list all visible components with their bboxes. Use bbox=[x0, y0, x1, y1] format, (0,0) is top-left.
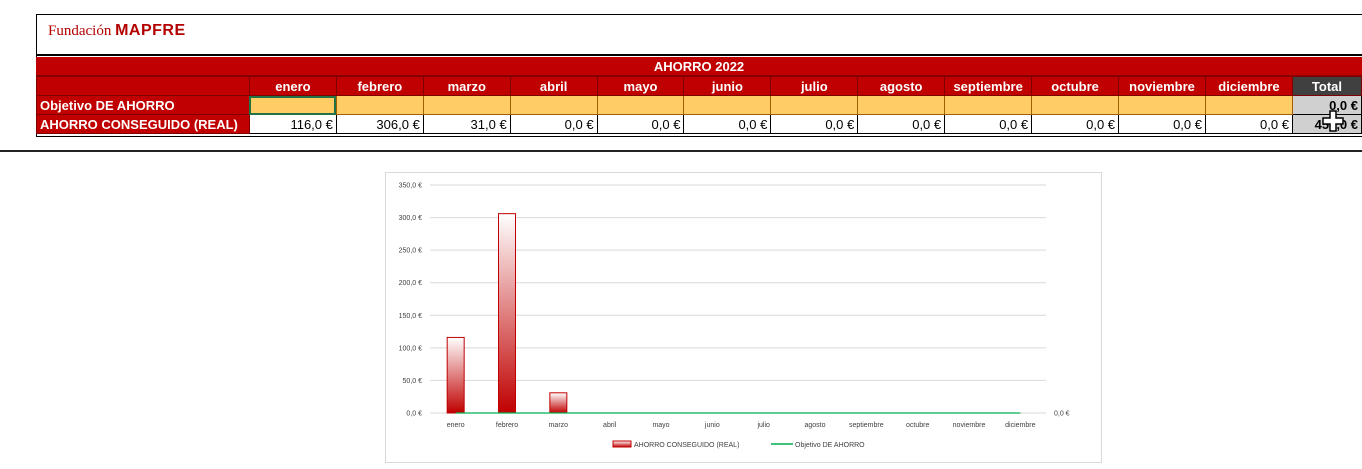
y-tick-label: 50,0 € bbox=[403, 378, 423, 385]
month-header[interactable]: enero bbox=[248, 76, 337, 96]
objective-cell[interactable] bbox=[944, 95, 1033, 115]
row-label[interactable]: AHORRO CONSEGUIDO (REAL) bbox=[36, 114, 250, 134]
objective-cell[interactable] bbox=[770, 95, 859, 115]
legend-bar-swatch bbox=[612, 440, 632, 448]
objective-cell[interactable] bbox=[509, 95, 598, 115]
table-title[interactable]: AHORRO 2022 bbox=[36, 57, 1362, 76]
month-header[interactable]: septiembre bbox=[944, 76, 1033, 96]
cell-select-cursor-icon bbox=[1322, 110, 1344, 132]
header-row: enero febrero marzo abril mayo junio jul… bbox=[36, 76, 1362, 96]
x-tick-label: mayo bbox=[652, 422, 669, 429]
header-corner-cell[interactable] bbox=[36, 76, 250, 96]
legend-label: AHORRO CONSEGUIDO (REAL) bbox=[634, 442, 739, 449]
table-row: AHORRO CONSEGUIDO (REAL) 116,0 € 306,0 €… bbox=[36, 114, 1362, 134]
objective-cell[interactable] bbox=[1204, 95, 1293, 115]
real-cell[interactable]: 0,0 € bbox=[1204, 114, 1293, 134]
y-tick-label: 300,0 € bbox=[399, 215, 422, 222]
y-tick-label: 0,0 € bbox=[406, 411, 422, 418]
real-cell[interactable]: 116,0 € bbox=[248, 114, 337, 134]
real-cell[interactable]: 31,0 € bbox=[422, 114, 511, 134]
objective-total-cell[interactable]: 0,0 € bbox=[1291, 95, 1362, 115]
objective-cell[interactable] bbox=[335, 95, 424, 115]
x-tick-label: junio bbox=[704, 422, 720, 429]
logo-brand: MAPFRE bbox=[115, 22, 186, 39]
row-label[interactable]: Objetivo DE AHORRO bbox=[36, 95, 250, 115]
month-header[interactable]: octubre bbox=[1031, 76, 1120, 96]
objective-cell-selected[interactable] bbox=[248, 95, 337, 115]
objective-cell[interactable] bbox=[596, 95, 685, 115]
month-header[interactable]: agosto bbox=[857, 76, 946, 96]
x-tick-label: marzo bbox=[549, 422, 569, 429]
month-header[interactable]: noviembre bbox=[1118, 76, 1206, 96]
logo: Fundación MAPFRE bbox=[48, 22, 186, 40]
x-tick-label: noviembre bbox=[953, 422, 986, 429]
x-tick-label: febrero bbox=[496, 422, 518, 429]
month-header[interactable]: junio bbox=[683, 76, 772, 96]
y-tick-label: 150,0 € bbox=[399, 313, 422, 320]
x-tick-label: abril bbox=[603, 422, 617, 429]
logo-divider bbox=[36, 54, 1362, 56]
logo-prefix: Fundación bbox=[48, 23, 116, 39]
month-header[interactable]: abril bbox=[509, 76, 598, 96]
objective-cell[interactable] bbox=[683, 95, 772, 115]
y-tick-label: 350,0 € bbox=[399, 183, 422, 190]
x-tick-label: septiembre bbox=[849, 422, 884, 429]
real-cell[interactable]: 306,0 € bbox=[335, 114, 424, 134]
legend-label: Objetivo DE AHORRO bbox=[795, 442, 865, 449]
month-header[interactable]: mayo bbox=[596, 76, 685, 96]
month-header[interactable]: marzo bbox=[422, 76, 511, 96]
month-header[interactable]: febrero bbox=[335, 76, 424, 96]
month-header[interactable]: julio bbox=[770, 76, 859, 96]
chart-container[interactable]: 0,0 € 50,0 € 100,0 € 150,0 € 200,0 € 250,0 € 3… bbox=[385, 172, 1102, 463]
x-tick-label: octubre bbox=[906, 422, 929, 429]
section-divider bbox=[0, 150, 1362, 152]
y-tick-label: 250,0 € bbox=[399, 248, 422, 255]
objective-cell[interactable] bbox=[857, 95, 946, 115]
bar bbox=[498, 213, 516, 414]
table-row: Objetivo DE AHORRO 0,0 € bbox=[36, 95, 1362, 115]
bar bbox=[446, 336, 465, 414]
x-tick-label: diciembre bbox=[1005, 422, 1035, 429]
x-tick-label: enero bbox=[447, 422, 465, 429]
bar bbox=[549, 392, 568, 414]
real-cell[interactable]: 0,0 € bbox=[857, 114, 946, 134]
month-header[interactable]: diciembre bbox=[1204, 76, 1293, 96]
real-cell[interactable]: 0,0 € bbox=[596, 114, 685, 134]
objective-cell[interactable] bbox=[422, 95, 511, 115]
real-cell[interactable]: 0,0 € bbox=[509, 114, 598, 134]
objective-cell[interactable] bbox=[1031, 95, 1120, 115]
real-cell[interactable]: 0,0 € bbox=[944, 114, 1033, 134]
real-cell[interactable]: 0,0 € bbox=[1118, 114, 1206, 134]
secondary-axis-label: 0,0 € bbox=[1054, 411, 1070, 418]
real-cell[interactable]: 0,0 € bbox=[683, 114, 772, 134]
real-cell[interactable]: 0,0 € bbox=[1031, 114, 1120, 134]
savings-table: enero febrero marzo abril mayo junio jul… bbox=[36, 76, 1362, 134]
objective-cell[interactable] bbox=[1118, 95, 1206, 115]
real-cell[interactable]: 0,0 € bbox=[770, 114, 859, 134]
x-tick-label: agosto bbox=[804, 422, 825, 429]
y-tick-label: 200,0 € bbox=[399, 280, 422, 287]
y-tick-label: 100,0 € bbox=[399, 345, 422, 352]
savings-chart: 0,0 € 50,0 € 100,0 € 150,0 € 200,0 € 250,0 € 3… bbox=[399, 183, 1070, 450]
x-tick-label: julio bbox=[756, 422, 770, 429]
total-header[interactable]: Total bbox=[1291, 76, 1362, 96]
